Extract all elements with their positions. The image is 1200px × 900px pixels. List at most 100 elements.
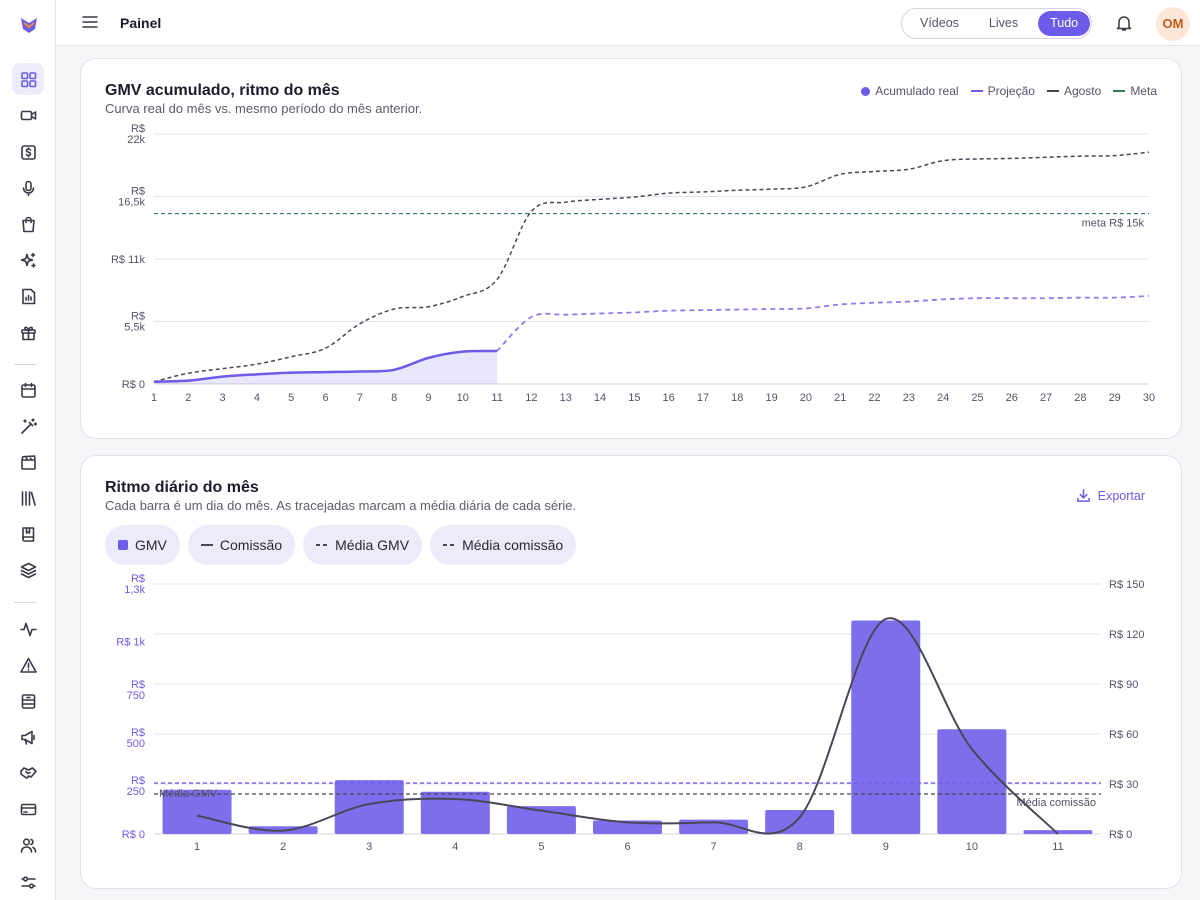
users-nav-button[interactable] xyxy=(12,829,44,861)
gmv-bar xyxy=(851,620,921,834)
video-nav-button[interactable] xyxy=(12,99,44,131)
daily-rhythm-card: Ritmo diário do mês Cada barra é um dia … xyxy=(80,455,1182,889)
export-button[interactable]: Exportar xyxy=(1076,488,1145,503)
megaphone-icon xyxy=(20,730,35,745)
x-tick-label: 27 xyxy=(1040,392,1052,404)
x-tick-label: 1 xyxy=(194,841,200,853)
x-tick-label: 8 xyxy=(391,392,397,404)
archive-nav-button[interactable] xyxy=(12,685,44,717)
x-tick-label: 4 xyxy=(452,841,458,853)
x-tick-label: 12 xyxy=(525,392,537,404)
dashboard-nav-button[interactable] xyxy=(12,63,44,95)
segment-lives[interactable]: Lives xyxy=(988,16,1019,30)
credit-card-nav-button[interactable] xyxy=(12,793,44,825)
series-line-agosto xyxy=(153,151,1150,383)
magic-wand-icon xyxy=(20,417,37,434)
series-line-acumulado-real xyxy=(153,349,498,383)
x-tick-label: 6 xyxy=(624,841,630,853)
activity-icon xyxy=(19,622,37,636)
gmv-bar xyxy=(1023,830,1093,834)
book-nav-button[interactable] xyxy=(12,518,44,550)
x-tick-label: 13 xyxy=(560,392,572,404)
y-left-tick-label: R$ 0 xyxy=(122,829,145,841)
x-tick-label: 6 xyxy=(322,392,328,404)
clapperboard-nav-button[interactable] xyxy=(12,446,44,478)
gift-nav-button[interactable] xyxy=(12,316,44,348)
library-nav-button[interactable] xyxy=(12,482,44,514)
x-tick-label: 24 xyxy=(937,392,949,404)
notification-bell-icon[interactable] xyxy=(1115,14,1133,32)
x-tick-label: 22 xyxy=(868,392,880,404)
x-tick-label: 5 xyxy=(288,392,294,404)
chip-media-comissao[interactable]: Média comissão xyxy=(430,525,577,565)
menu-icon[interactable] xyxy=(82,14,98,30)
y-tick-label: R$ 11k xyxy=(111,254,146,266)
sparkles-icon xyxy=(20,252,36,268)
legend-item-meta[interactable]: Meta xyxy=(1113,84,1157,98)
y-right-tick-label: R$ 90 xyxy=(1109,679,1138,691)
sidebar-divider xyxy=(14,602,36,603)
shopping-bag-nav-button[interactable] xyxy=(12,208,44,240)
y-left-tick-label: 1,3k xyxy=(124,584,145,596)
y-left-tick-label: 500 xyxy=(127,738,145,750)
report-nav-button[interactable] xyxy=(12,280,44,312)
library-icon xyxy=(21,490,36,506)
chip-gmv[interactable]: GMV xyxy=(105,525,180,565)
brand-logo-icon xyxy=(21,18,37,33)
y-tick-label: 22k xyxy=(127,134,145,146)
x-tick-label: 18 xyxy=(731,392,743,404)
shopping-bag-icon xyxy=(21,216,35,232)
calendar-nav-button[interactable] xyxy=(12,374,44,406)
gmv-cumulative-card: GMV acumulado, ritmo do mês Curva real d… xyxy=(80,58,1182,439)
gift-icon xyxy=(20,325,36,340)
gmv-bar xyxy=(162,789,232,834)
dashed-line-icon xyxy=(316,544,329,546)
megaphone-nav-button[interactable] xyxy=(12,721,44,753)
sidebar-divider xyxy=(14,364,36,365)
view-segmented-control: Vídeos Lives Tudo xyxy=(901,8,1092,39)
x-tick-label: 20 xyxy=(800,392,812,404)
segment-tudo[interactable]: Tudo xyxy=(1038,11,1091,36)
x-tick-label: 23 xyxy=(903,392,915,404)
segment-videos[interactable]: Vídeos xyxy=(920,16,959,30)
handshake-icon xyxy=(19,766,37,779)
layers-nav-button[interactable] xyxy=(12,554,44,586)
series-filter-chips: GMV Comissão Média GMV Média comissão xyxy=(105,525,577,565)
x-tick-label: 29 xyxy=(1109,392,1121,404)
calendar-icon xyxy=(20,382,36,398)
gmv-bar xyxy=(334,780,404,834)
microphone-nav-button[interactable] xyxy=(12,172,44,204)
dollar-nav-button[interactable] xyxy=(12,136,44,168)
y-left-tick-label: R$ xyxy=(131,679,145,691)
handshake-nav-button[interactable] xyxy=(12,757,44,789)
sparkles-nav-button[interactable] xyxy=(12,244,44,276)
legend-item-acumulado[interactable]: Acumulado real xyxy=(861,84,959,98)
alert-icon xyxy=(19,657,37,673)
activity-nav-button[interactable] xyxy=(12,613,44,645)
legend-line-icon xyxy=(1046,90,1059,92)
gmv-bar xyxy=(765,809,835,834)
x-tick-label: 7 xyxy=(711,841,717,853)
magic-wand-nav-button[interactable] xyxy=(12,410,44,442)
x-tick-label: 1 xyxy=(151,392,157,404)
chip-comissao[interactable]: Comissão xyxy=(187,525,296,565)
legend-item-agosto[interactable]: Agosto xyxy=(1046,84,1101,98)
archive-icon xyxy=(21,693,35,709)
chip-media-gmv[interactable]: Média GMV xyxy=(303,525,423,565)
y-left-tick-label: 750 xyxy=(127,690,145,702)
user-avatar[interactable]: OM xyxy=(1156,7,1190,41)
settings-sliders-nav-button[interactable] xyxy=(12,866,44,898)
x-tick-label: 11 xyxy=(491,392,502,404)
y-tick-label: R$ xyxy=(131,186,145,198)
series-line-projecao xyxy=(496,295,1150,352)
media-gmv-label: Média GMV xyxy=(159,788,218,800)
y-left-tick-label: R$ 1k xyxy=(116,637,145,649)
y-tick-label: R$ xyxy=(131,123,145,135)
alert-nav-button[interactable] xyxy=(12,649,44,681)
x-tick-label: 2 xyxy=(280,841,286,853)
x-tick-label: 5 xyxy=(538,841,544,853)
users-icon xyxy=(20,837,36,853)
legend-item-projecao[interactable]: Projeção xyxy=(970,84,1035,98)
dashed-line-icon xyxy=(443,544,456,546)
